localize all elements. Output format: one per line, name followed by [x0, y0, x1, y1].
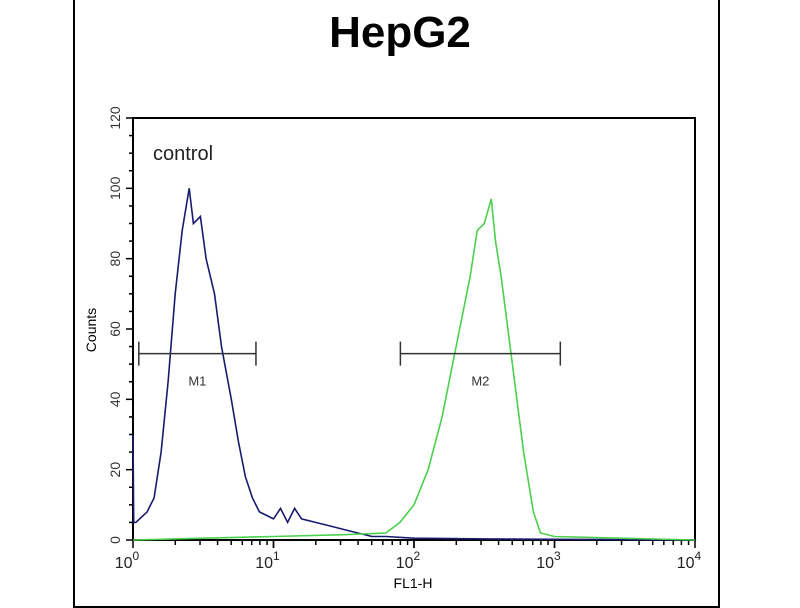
y-tick-label: 60 — [107, 321, 123, 337]
x-tick-label: 100 — [115, 549, 140, 572]
y-tick-label: 80 — [107, 251, 123, 267]
y-tick-label: 0 — [107, 536, 123, 544]
x-tick-label: 103 — [536, 549, 561, 572]
y-tick-label: 20 — [107, 462, 123, 478]
x-tick-label: 104 — [677, 549, 702, 572]
x-tick-label: 102 — [396, 549, 421, 572]
plot-area — [132, 117, 696, 541]
chart-title: HepG2 — [329, 8, 471, 57]
y-axis-label: Counts — [83, 308, 99, 352]
series-control — [132, 188, 696, 541]
y-tick-label: 40 — [107, 391, 123, 407]
x-axis-label: FL1-H — [394, 575, 433, 591]
x-tick-label: 101 — [255, 549, 280, 572]
marker-M2-label: M2 — [471, 374, 489, 389]
control-label: control — [153, 143, 213, 165]
y-tick-label: 100 — [107, 176, 123, 200]
series-sample — [132, 198, 696, 541]
y-tick-label: 120 — [107, 106, 123, 130]
marker-M1-label: M1 — [188, 374, 206, 389]
